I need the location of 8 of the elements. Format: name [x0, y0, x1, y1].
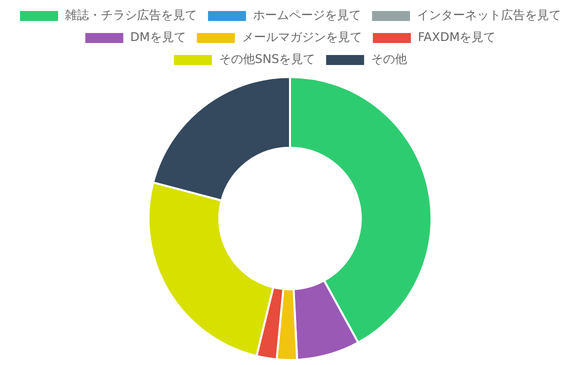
legend-label: その他 — [371, 52, 408, 66]
legend-label: ホームページを見て — [253, 8, 361, 22]
legend-label: DMを見て — [130, 30, 186, 44]
legend-label: その他SNSを見て — [218, 52, 316, 66]
legend-label: 雑誌・チラシ広告を見て — [65, 8, 197, 22]
legend-label: FAXDMを見て — [418, 30, 496, 44]
legend-label: メールマガジンを見て — [242, 30, 362, 44]
legend-label: インターネット広告を見て — [417, 8, 561, 22]
